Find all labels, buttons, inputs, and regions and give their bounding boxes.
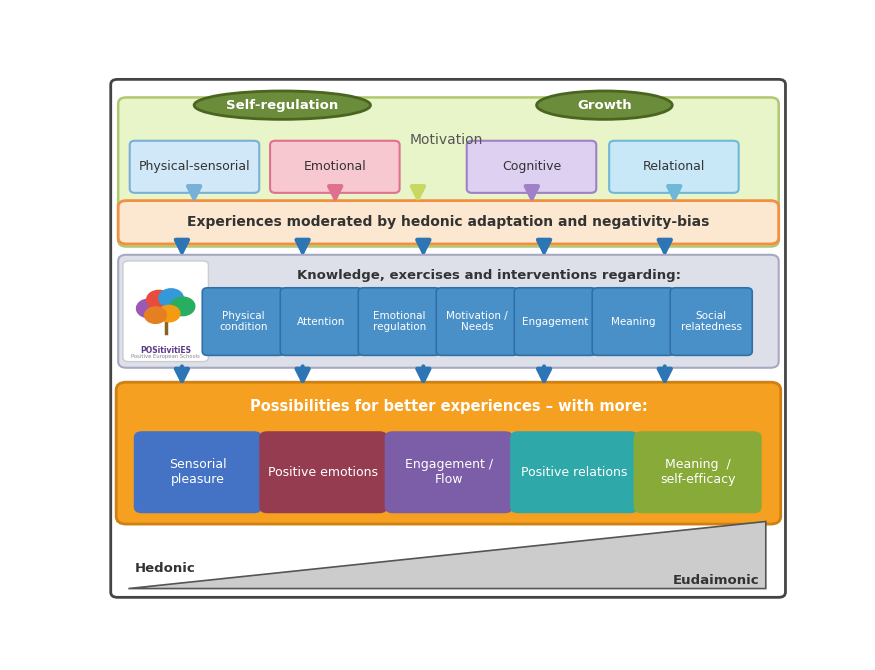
Circle shape — [158, 306, 180, 322]
FancyBboxPatch shape — [385, 431, 513, 513]
Text: Positive European Schools: Positive European Schools — [131, 354, 200, 359]
FancyBboxPatch shape — [280, 288, 362, 355]
Text: Growth: Growth — [578, 98, 632, 112]
Circle shape — [144, 307, 166, 324]
FancyBboxPatch shape — [134, 431, 262, 513]
Text: Meaning  /
self-efficacy: Meaning / self-efficacy — [660, 458, 735, 486]
FancyBboxPatch shape — [514, 288, 596, 355]
FancyBboxPatch shape — [118, 200, 779, 244]
FancyBboxPatch shape — [116, 382, 780, 524]
Text: Motivation /
Needs: Motivation / Needs — [446, 311, 508, 332]
Text: Sensorial
pleasure: Sensorial pleasure — [169, 458, 227, 486]
FancyBboxPatch shape — [634, 431, 762, 513]
Text: Knowledge, exercises and interventions regarding:: Knowledge, exercises and interventions r… — [298, 269, 681, 282]
Text: Social
relatedness: Social relatedness — [681, 311, 742, 332]
Text: Relational: Relational — [643, 160, 705, 174]
FancyBboxPatch shape — [592, 288, 675, 355]
FancyBboxPatch shape — [437, 288, 518, 355]
FancyBboxPatch shape — [670, 288, 752, 355]
Text: Meaning: Meaning — [611, 317, 655, 326]
Text: Positive relations: Positive relations — [521, 466, 627, 479]
FancyBboxPatch shape — [510, 431, 639, 513]
FancyBboxPatch shape — [118, 97, 779, 247]
FancyBboxPatch shape — [270, 141, 400, 193]
Circle shape — [136, 299, 161, 318]
Text: Hedonic: Hedonic — [135, 562, 196, 576]
Ellipse shape — [536, 91, 672, 119]
Text: Cognitive: Cognitive — [502, 160, 561, 174]
Text: Positive emotions: Positive emotions — [269, 466, 378, 479]
Text: Eudaimonic: Eudaimonic — [672, 574, 759, 588]
Text: Physical-sensorial: Physical-sensorial — [138, 160, 250, 174]
FancyBboxPatch shape — [609, 141, 738, 193]
Text: Self-regulation: Self-regulation — [226, 98, 339, 112]
FancyBboxPatch shape — [202, 288, 284, 355]
Text: Experiences moderated by hedonic adaptation and negativity-bias: Experiences moderated by hedonic adaptat… — [187, 215, 710, 229]
Circle shape — [159, 289, 183, 308]
FancyBboxPatch shape — [123, 261, 208, 362]
FancyBboxPatch shape — [358, 288, 440, 355]
Ellipse shape — [194, 91, 370, 119]
Text: Emotional: Emotional — [304, 160, 367, 174]
Text: Emotional
regulation: Emotional regulation — [373, 311, 426, 332]
Text: Attention: Attention — [298, 317, 346, 326]
FancyBboxPatch shape — [259, 431, 388, 513]
FancyBboxPatch shape — [466, 141, 596, 193]
Circle shape — [147, 290, 172, 309]
Text: Possibilities for better experiences – with more:: Possibilities for better experiences – w… — [249, 399, 648, 415]
Polygon shape — [129, 521, 766, 588]
Circle shape — [171, 297, 195, 316]
Text: Engagement /
Flow: Engagement / Flow — [405, 458, 493, 486]
FancyBboxPatch shape — [130, 141, 259, 193]
Text: Physical
condition: Physical condition — [219, 311, 268, 332]
FancyBboxPatch shape — [118, 255, 779, 368]
Text: Motivation: Motivation — [410, 133, 483, 147]
Text: Engagement: Engagement — [522, 317, 588, 326]
Text: POSitivitiES: POSitivitiES — [140, 346, 191, 354]
